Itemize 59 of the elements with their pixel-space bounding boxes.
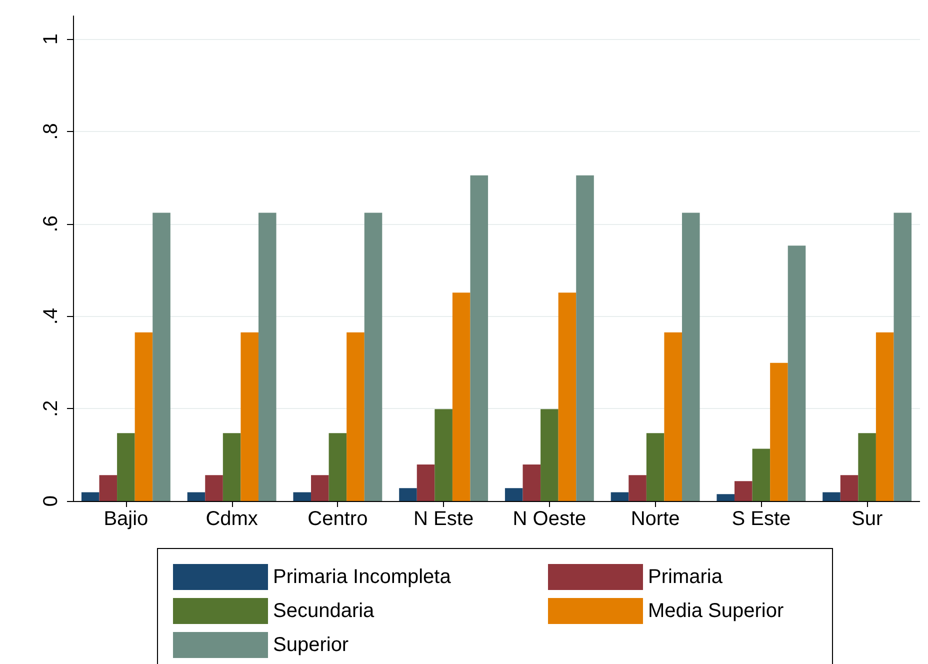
bar bbox=[610, 492, 629, 501]
x-tick-label: Cdmx bbox=[206, 508, 258, 530]
bar bbox=[734, 481, 752, 501]
y-tick-label: .8 bbox=[40, 123, 62, 140]
bar bbox=[364, 212, 382, 501]
bar bbox=[540, 409, 558, 501]
bar bbox=[187, 492, 206, 501]
x-tick-label: N Oeste bbox=[512, 508, 586, 530]
legend-label: Media Superior bbox=[648, 600, 784, 622]
bar bbox=[876, 332, 894, 501]
y-tick-label: .2 bbox=[40, 400, 62, 417]
bar bbox=[99, 475, 118, 501]
bar bbox=[788, 246, 806, 501]
bar bbox=[858, 433, 876, 501]
bar bbox=[434, 409, 452, 501]
x-tick-label: Norte bbox=[630, 508, 680, 530]
x-tick-label: Centro bbox=[308, 508, 368, 530]
bar bbox=[716, 494, 735, 501]
bar bbox=[240, 332, 258, 501]
bar bbox=[504, 488, 523, 501]
bar bbox=[328, 433, 347, 501]
bar bbox=[558, 292, 576, 501]
bar bbox=[293, 492, 312, 501]
bar bbox=[646, 433, 664, 501]
y-tick-label: 1 bbox=[40, 34, 62, 45]
legend-label: Primaria Incompleta bbox=[273, 566, 452, 588]
bar bbox=[311, 475, 329, 501]
x-tick-label: Sur bbox=[852, 508, 883, 530]
bar bbox=[628, 475, 646, 501]
bar bbox=[416, 464, 435, 501]
x-tick-label: Bajio bbox=[104, 508, 148, 530]
bar bbox=[664, 332, 682, 501]
legend-label: Primaria bbox=[648, 566, 724, 588]
bar bbox=[576, 175, 594, 501]
bar bbox=[752, 448, 770, 501]
x-tick-label: S Este bbox=[732, 508, 791, 530]
bar bbox=[258, 212, 276, 501]
legend-label: Secundaria bbox=[273, 600, 376, 622]
legend-label: Superior bbox=[273, 634, 349, 656]
bar bbox=[452, 292, 470, 501]
bar bbox=[222, 433, 241, 501]
bar bbox=[205, 475, 223, 501]
bar bbox=[152, 212, 170, 501]
bar bbox=[894, 212, 912, 501]
bar bbox=[117, 433, 135, 501]
bar bbox=[822, 492, 840, 501]
y-tick-label: .6 bbox=[40, 216, 62, 232]
bar bbox=[522, 464, 541, 501]
bar bbox=[840, 475, 858, 501]
bar bbox=[770, 362, 788, 501]
bar bbox=[134, 332, 153, 501]
bar bbox=[346, 332, 364, 501]
y-tick-label: 0 bbox=[40, 495, 62, 507]
x-tick-label: N Este bbox=[414, 508, 474, 530]
bar bbox=[682, 212, 700, 501]
bar bbox=[470, 175, 488, 501]
bar bbox=[81, 492, 100, 501]
y-tick-label: .4 bbox=[40, 308, 62, 325]
bar bbox=[399, 488, 417, 501]
